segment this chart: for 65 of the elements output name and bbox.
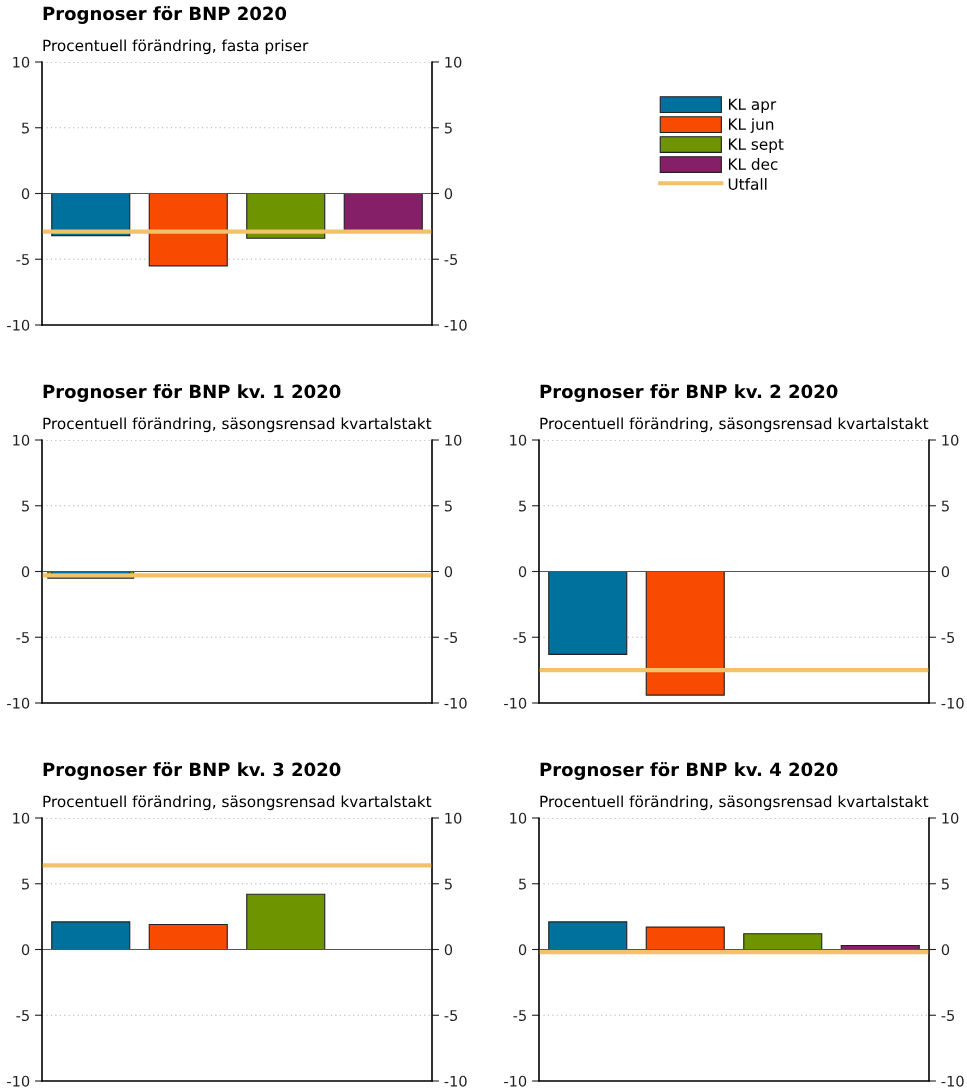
chart-subtitle: Procentuell förändring, säsongsrensad kvartalstakt — [540, 795, 929, 811]
legend-label: KL sept — [728, 138, 784, 153]
y-tick-label: 0 — [518, 566, 527, 578]
y2-tick-label: 10 — [445, 812, 462, 824]
y2-tick-label: 5 — [941, 878, 949, 890]
y2-tick-label: -5 — [941, 1010, 955, 1021]
chart-title: Prognoser för BNP kv. 1 2020 — [43, 384, 341, 402]
y-tick-label: -5 — [513, 1010, 526, 1021]
legend-label: KL apr — [728, 98, 777, 113]
y-tick-label: -5 — [16, 632, 29, 643]
y-tick-label: -10 — [504, 1075, 527, 1087]
y2-tick-label: 0 — [444, 944, 453, 956]
y-tick-label: 0 — [21, 566, 30, 578]
y2-tick-label: -5 — [444, 254, 458, 265]
y2-tick-label: 10 — [445, 434, 462, 446]
y2-tick-label: -5 — [444, 632, 458, 643]
y2-tick-label: 5 — [444, 878, 452, 890]
legend-label: KL dec — [728, 158, 778, 170]
y2-tick-label: -10 — [444, 1075, 467, 1087]
legend-label: KL jun — [728, 118, 774, 133]
y-tick-label: 5 — [22, 878, 29, 890]
chart-subtitle: Procentuell förändring, säsongsrensad kvartalstakt — [43, 795, 432, 811]
y-tick-label: -10 — [7, 319, 30, 331]
y2-tick-label: -5 — [941, 632, 955, 643]
y2-tick-label: 10 — [942, 812, 959, 824]
y-tick-label: 0 — [21, 188, 30, 200]
chart-subtitle: Procentuell förändring, säsongsrensad kvartalstakt — [43, 417, 432, 433]
y-tick-label: 10 — [13, 812, 30, 824]
y-tick-label: -5 — [16, 1010, 29, 1021]
y-tick-label: -10 — [504, 697, 527, 709]
y2-tick-label: -10 — [941, 1075, 964, 1087]
y2-tick-label: -5 — [444, 1010, 458, 1021]
y2-tick-label: 0 — [444, 566, 453, 578]
y-tick-label: -10 — [7, 697, 30, 709]
y-tick-label: 0 — [518, 944, 527, 956]
y2-tick-label: 5 — [444, 122, 452, 134]
y-tick-label: 5 — [22, 122, 29, 134]
y-tick-label: 10 — [510, 812, 527, 824]
chart-title: Prognoser för BNP kv. 2 2020 — [540, 384, 838, 402]
y2-tick-label: -10 — [444, 697, 467, 709]
chart-subtitle: Procentuell förändring, säsongsrensad kvartalstakt — [540, 417, 929, 433]
y2-tick-label: 0 — [444, 188, 453, 200]
y2-tick-label: 0 — [941, 566, 950, 578]
y2-tick-label: -10 — [941, 697, 964, 709]
y2-tick-label: 0 — [941, 944, 950, 956]
y-tick-label: -5 — [16, 254, 29, 265]
chart-title: Prognoser för BNP kv. 3 2020 — [43, 762, 341, 780]
y-tick-label: -5 — [513, 632, 526, 643]
y2-tick-label: -10 — [444, 319, 467, 331]
y-tick-label: 0 — [21, 944, 30, 956]
y2-tick-label: 5 — [941, 500, 949, 512]
chart-title: Prognoser för BNP kv. 4 2020 — [540, 762, 838, 780]
y-tick-label: 5 — [519, 500, 526, 512]
y-tick-label: 10 — [13, 434, 30, 446]
y-tick-label: 10 — [13, 56, 30, 68]
legend-label: Utfall — [728, 178, 767, 190]
y2-tick-label: 5 — [444, 500, 452, 512]
y-tick-label: 5 — [22, 500, 29, 512]
chart-subtitle: Procentuell förändring, fasta priser — [43, 39, 309, 55]
y-tick-label: -10 — [7, 1075, 30, 1087]
y-tick-label: 10 — [510, 434, 527, 446]
y-tick-label: 5 — [519, 878, 526, 890]
y2-tick-label: 10 — [942, 434, 959, 446]
y2-tick-label: 10 — [445, 56, 462, 68]
chart-title: Prognoser för BNP 2020 — [43, 6, 287, 24]
